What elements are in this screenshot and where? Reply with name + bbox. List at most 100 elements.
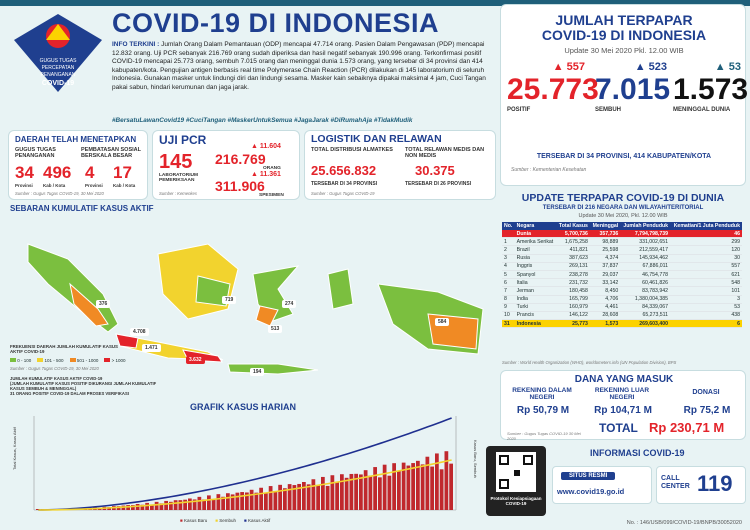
grafik-bar xyxy=(430,466,434,510)
dunia-table-cell: 53 xyxy=(670,303,742,312)
terpapar-provinsi: TERSEBAR DI 34 PROVINSI, 414 KABUPATEN/K… xyxy=(536,153,712,160)
pcr-lab-lbl: LABORATORIUM PEMERIKSAAN xyxy=(159,173,198,183)
dunia-table-cell: 7,794,798,739 xyxy=(620,230,671,239)
grafik-bar xyxy=(444,451,449,510)
grafik-bar xyxy=(311,479,316,510)
legend-item-3: > 1000 xyxy=(104,358,126,363)
indonesia-map xyxy=(27,243,484,375)
map-label-sulsel: 513 xyxy=(268,325,283,333)
grafik-bar xyxy=(292,485,297,510)
dunia-table-cell: 4 xyxy=(502,262,515,271)
grafik-bar xyxy=(306,484,311,510)
relawan-value: 30.375 xyxy=(415,163,455,178)
grafik-bar xyxy=(349,473,354,510)
grafik-bar xyxy=(221,496,225,510)
dunia-table-cell: Prancis xyxy=(514,311,557,321)
grafik-title: GRAFIK KASUS HARIAN xyxy=(190,402,297,412)
grafik-bar xyxy=(230,494,235,510)
grafik-bar xyxy=(226,493,230,510)
terpapar-title-line2: COVID-19 DI INDONESIA xyxy=(541,27,707,43)
grafik-bar xyxy=(240,492,244,510)
situs-url[interactable]: www.covid19.go.id xyxy=(557,487,625,496)
gugus-prov-lbl: Provinsi xyxy=(15,183,33,188)
grafik-bar xyxy=(254,492,259,510)
dunia-table-cell: 33,142 xyxy=(589,278,621,288)
pcr-spesimen-delta: ▲ 11.361 xyxy=(251,171,281,178)
grafik-bar xyxy=(259,487,263,510)
dunia-table-cell: 238,278 xyxy=(556,270,590,280)
dunia-table-cell: 37,837 xyxy=(589,262,621,271)
grafik-bar xyxy=(439,469,444,510)
dunia-table-row: 3 Rusia 387,623 4,374 145,934,462 30 xyxy=(502,254,742,263)
situs-label: SITUS RESMI xyxy=(561,472,616,480)
grafik-legend-sembuh: ■ Sembuh xyxy=(215,518,236,523)
dunia-table-cell: 67,886,011 xyxy=(620,262,671,271)
grafik-bar xyxy=(401,462,406,510)
positif-value: 25.773 xyxy=(507,73,599,106)
dana-source: Sumber : Gugus Tugas COVID-19 30 Mei 202… xyxy=(507,431,581,441)
dunia-table-cell: 1,573 xyxy=(589,319,621,329)
call-center[interactable]: CALL CENTER 119 xyxy=(656,466,746,504)
grafik-bar xyxy=(173,500,178,510)
terpapar-title: JUMLAH TERPAPAR COVID-19 DI INDONESIA xyxy=(501,13,747,43)
grafik-bar xyxy=(359,474,363,510)
dunia-table-cell: Amerika Serikat xyxy=(514,237,557,247)
map-label-sulteng: 274 xyxy=(282,300,297,308)
call-number[interactable]: 119 xyxy=(697,471,733,496)
pcr-title: UJI PCR xyxy=(159,133,207,147)
legend-item-1: 101 - 500 xyxy=(37,358,64,363)
header-band xyxy=(0,0,750,6)
alkes-value: 25.656.832 xyxy=(311,163,377,178)
grafik-bar xyxy=(197,496,202,510)
dunia-table-cell: 31 xyxy=(502,319,515,329)
dunia-table-cell: Turki xyxy=(514,303,557,312)
dunia-table-cell: 4,706 xyxy=(589,295,621,304)
dunia-table-cell: 411,821 xyxy=(556,245,590,255)
situs-resmi[interactable]: SITUS RESMI www.covid19.go.id xyxy=(552,466,652,504)
grafik-bar xyxy=(354,473,358,510)
grafik-bar xyxy=(435,453,439,510)
dunia-table-cell: 46,754,778 xyxy=(620,270,671,280)
dunia-table-cell: 6 xyxy=(502,278,515,288)
grafik-bar xyxy=(416,460,420,510)
svg-text:PERCEPATAN: PERCEPATAN xyxy=(42,65,75,71)
map-legend: 0 - 100 101 - 500 501 - 1000 > 1000 xyxy=(10,358,126,363)
grafik-bar xyxy=(420,464,425,510)
dunia-table-cell: 5 xyxy=(502,270,515,280)
stat-meninggal: ▲ 53 1.573 MENINGGAL DUNIA xyxy=(673,61,749,113)
meninggal-delta: ▲ 53 xyxy=(714,61,741,73)
grafik-ylabel-right: Kasus Baru, Sembuh xyxy=(473,440,478,478)
grafik-bar xyxy=(344,477,349,510)
grafik-bar xyxy=(235,492,240,510)
dunia-col-header: Jumlah Penduduk xyxy=(620,222,671,230)
dunia-table-cell: 4,461 xyxy=(589,303,621,312)
grafik-bar xyxy=(207,495,211,510)
map-legend-title: FREKUENSI DAERAH JUMLAH KUMULATIF KASUS … xyxy=(10,344,118,354)
dunia-table-cell: 269,603,400 xyxy=(620,319,671,329)
grafik-bar xyxy=(392,463,396,510)
legend-item-0: 0 - 100 xyxy=(10,358,31,363)
dunia-table-cell: 165,799 xyxy=(556,295,590,304)
dunia-table-cell: Spanyol xyxy=(514,270,557,280)
footer-ref: No. : 146/USB/099/COVID-19/BNPB/30052020 xyxy=(626,520,742,526)
psbb-kab: 17 xyxy=(113,163,132,182)
grafik-bar xyxy=(216,494,221,510)
qr-box[interactable]: Protokol Kesiapsiagaan COVID-19 xyxy=(486,446,546,516)
pcr-orang-lbl: ORANG xyxy=(263,166,281,171)
dunia-col-header: No. xyxy=(502,222,515,230)
dunia-table-row: 4 Inggris 269,131 37,837 67,886,011 557 xyxy=(502,262,742,271)
meninggal-label: MENINGGAL DUNIA xyxy=(673,107,731,113)
grafik-bar xyxy=(335,481,339,510)
info-lead: INFO TERKINI : xyxy=(112,41,160,48)
dunia-table-row: 8 India 165,799 4,706 1,380,004,385 3 xyxy=(502,295,742,304)
grafik-bar xyxy=(159,503,164,510)
dunia-table-cell: 4,374 xyxy=(589,254,621,263)
meninggal-value: 1.573 xyxy=(673,73,749,106)
dunia-col-header: Kematian/1 Juta Penduduk xyxy=(670,222,742,230)
dunia-table-cell: 1 xyxy=(502,237,515,247)
grafik-bar xyxy=(211,498,216,510)
stat-sembuh: ▲ 523 7.015 SEMBUH xyxy=(595,61,671,113)
grafik-bar xyxy=(245,492,249,510)
informasi-title: INFORMASI COVID-19 xyxy=(590,448,685,458)
dunia-table-row: 10 Prancis 146,122 28,608 65,273,511 438 xyxy=(502,311,742,321)
